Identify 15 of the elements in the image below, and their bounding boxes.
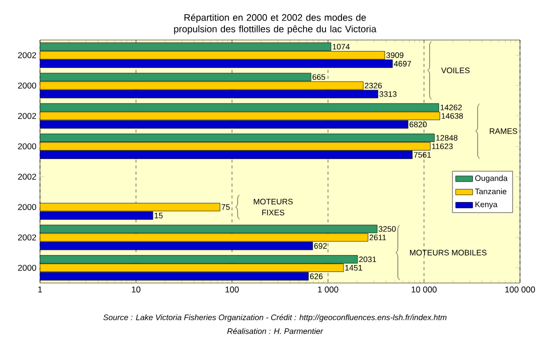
x-tick-label: 10 [132,286,140,293]
y-tick-label: 2002 [18,174,36,180]
x-tick-label: 1 000 [318,286,338,293]
x-tick-label: 1 [38,286,42,292]
x-tick-label: 10 000 [412,286,437,293]
y-tick-label: 2002 [18,234,36,240]
x-tick-label: 100 [226,286,239,293]
y-tick-label: 2002 [18,112,36,119]
chart-title: Répartition en 2000 et 2002 des modes de propulsion des flottilles de pêche du lac Victoria [174,14,376,34]
y-tick-label: 2000 [18,264,36,271]
x-tick-label: 100 000 [505,286,535,293]
y-tick-label: 2000 [18,82,36,89]
y-tick-label: 2002 [18,52,36,58]
y-tick-label: 2000 [18,204,36,210]
y-tick-label: 2000 [18,143,36,150]
